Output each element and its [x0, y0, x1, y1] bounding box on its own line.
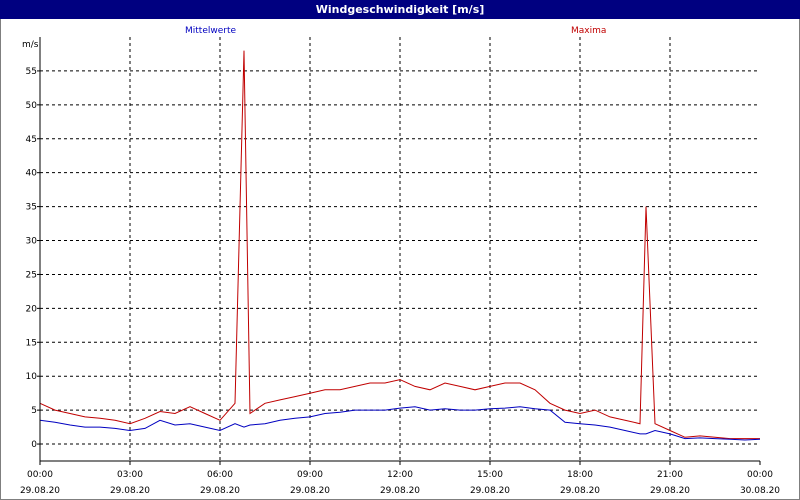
- y-axis-ticks: 0 5 10 15 20 25 30 35 40 45 50 55: [26, 67, 40, 450]
- y-tick-label: 30: [26, 237, 38, 247]
- x-tick-time-label: 21:00: [657, 470, 683, 480]
- x-tick-time-label: 15:00: [477, 470, 503, 480]
- x-tick-date-label: 30.08.20: [740, 486, 780, 496]
- x-tick-date-label: 29.08.20: [290, 486, 330, 496]
- chart-title: Windgeschwindigkeit [m/s]: [0, 0, 800, 19]
- x-tick-time-label: 00:00: [27, 470, 53, 480]
- x-tick-time-label: 09:00: [297, 470, 323, 480]
- x-tick-time-label: 12:00: [387, 470, 413, 480]
- x-tick-date-label: 29.08.20: [470, 486, 510, 496]
- x-tick-time-label: 03:00: [117, 470, 143, 480]
- y-tick-label: 55: [26, 67, 37, 77]
- y-tick-label: 5: [31, 406, 37, 416]
- legend-mittelwerte: Mittelwerte: [185, 26, 237, 36]
- x-tick-date-label: 29.08.20: [560, 486, 600, 496]
- y-axis-unit: m/s: [22, 40, 39, 50]
- y-tick-label: 50: [26, 101, 38, 111]
- series-line-mittelwerte: [39, 406, 761, 441]
- x-tick-time-label: 00:00: [747, 470, 773, 480]
- y-tick-label: 10: [26, 372, 38, 382]
- x-tick-time-label: 06:00: [207, 470, 233, 480]
- y-tick-label: 0: [31, 440, 37, 450]
- x-tick-date-label: 29.08.20: [200, 486, 240, 496]
- x-tick-date-label: 29.08.20: [650, 486, 690, 496]
- y-tick-label: 45: [26, 135, 37, 145]
- x-tick-date-label: 29.08.20: [110, 486, 150, 496]
- y-tick-label: 20: [26, 304, 38, 314]
- series-line-maxima: [39, 50, 760, 440]
- legend-maxima: Maxima: [571, 26, 607, 36]
- x-axis-ticks: 00:00 29.08.20 03:00 29.08.20 06:00 29.08.20 0…: [20, 461, 780, 496]
- y-tick-label: 35: [26, 203, 37, 213]
- y-tick-label: 15: [26, 338, 37, 348]
- x-tick-date-label: 29.08.20: [380, 486, 420, 496]
- series-lines: [39, 50, 761, 441]
- grid-lines: [40, 37, 760, 461]
- y-tick-label: 25: [26, 270, 37, 280]
- y-tick-label: 40: [26, 169, 38, 179]
- x-tick-time-label: 18:00: [567, 470, 593, 480]
- x-tick-date-label: 29.08.20: [20, 486, 60, 496]
